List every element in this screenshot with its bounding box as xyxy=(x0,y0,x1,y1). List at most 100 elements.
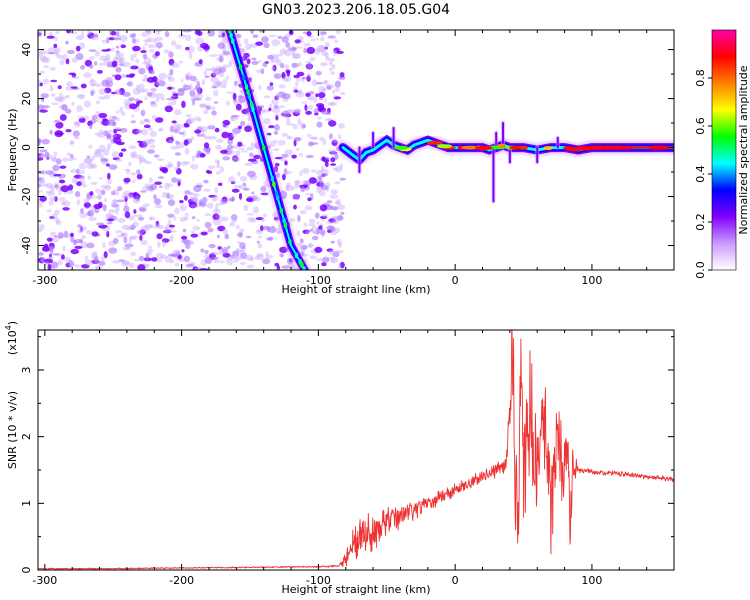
spectrogram-noise-blob xyxy=(59,179,66,184)
spectrogram-noise-blob xyxy=(58,190,62,196)
spectrogram-noise-blob xyxy=(291,49,295,56)
colorbar-tick-label: 0.6 xyxy=(694,117,707,135)
spectrogram-noise-blob xyxy=(173,123,182,131)
spectrogram-noise-blob xyxy=(231,188,240,193)
spectrogram-noise-blob xyxy=(60,185,70,193)
spectrogram-noise-blob xyxy=(228,176,235,183)
spectrogram-noise-blob xyxy=(331,139,338,146)
spectrogram-noise-blob xyxy=(249,43,258,48)
spectrogram-noise-blob xyxy=(171,177,178,183)
spectrogram-noise-blob xyxy=(77,94,86,100)
spectrogram-noise-blob xyxy=(293,137,301,142)
spectrogram-noise-blob xyxy=(41,246,50,252)
spectrogram-noise-blob xyxy=(335,86,340,93)
spectrogram-noise-blob xyxy=(39,183,49,187)
spectrogram-noise-blob xyxy=(294,180,301,183)
spectrogram-noise-blob xyxy=(132,151,137,158)
spectrogram-noise-blob xyxy=(51,213,58,220)
spectrogram-noise-blob xyxy=(259,30,264,33)
spectrogram-noise-blob xyxy=(321,156,326,162)
spectrogram-noise-blob xyxy=(308,218,316,223)
spectrogram-noise-blob xyxy=(281,265,291,269)
spectrogram-noise-blob xyxy=(281,132,289,137)
spectrogram-noise-blob xyxy=(179,216,186,222)
spectrogram-noise-blob xyxy=(100,158,109,162)
spectrogram-noise-blob xyxy=(54,196,58,202)
svg-text:(x104): (x104) xyxy=(4,321,19,355)
spectrogram-noise-blob xyxy=(184,190,191,195)
spectrogram-noise-blob xyxy=(114,54,121,61)
spectrogram-noise-blob xyxy=(315,70,322,76)
spectrogram-noise-blob xyxy=(328,67,333,72)
spectrogram-noise-blob xyxy=(323,80,329,84)
spectrogram-noise-blob xyxy=(57,259,63,266)
spectrogram-noise-blob xyxy=(129,235,139,239)
spectrogram-noise-blob xyxy=(181,249,185,253)
spectrogram-noise-blob xyxy=(291,62,299,68)
spectrogram-noise-region xyxy=(38,30,346,270)
spectrogram-noise-blob xyxy=(332,50,337,56)
spectrogram-noise-blob xyxy=(246,58,251,65)
spectrogram-noise-blob xyxy=(283,49,292,57)
spectrogram-noise-blob xyxy=(173,216,177,221)
spectrogram-noise-blob xyxy=(126,81,133,87)
spectrogram-noise-blob xyxy=(159,167,168,172)
spectrogram-noise-blob xyxy=(262,213,268,218)
spectrogram-noise-blob xyxy=(67,260,75,268)
colorbar-axis: 0.0 0.2 0.4 0.6 0.8 xyxy=(694,29,737,279)
spectrogram-noise-blob xyxy=(52,236,60,243)
spectrogram-noise-blob xyxy=(137,230,144,235)
spectrogram-noise-blob xyxy=(101,39,108,44)
spectrogram-noise-blob xyxy=(210,66,216,72)
spectrogram-noise-blob xyxy=(213,89,219,97)
spectrogram-noise-blob xyxy=(320,31,327,35)
spectrogram-noise-blob xyxy=(314,48,321,55)
spectrogram-noise-blob xyxy=(200,42,209,49)
spectrogram-noise-blob xyxy=(71,57,78,63)
spectrogram-noise-blob xyxy=(174,109,182,116)
spectrogram-noise-blob xyxy=(41,138,50,145)
spectrogram-noise-blob xyxy=(337,204,345,211)
spectrogram-noise-blob xyxy=(168,237,174,243)
spectrogram-noise-blob xyxy=(117,52,124,57)
spectrogram-noise-blob xyxy=(222,247,229,255)
snr-x-tick-label: -100 xyxy=(306,574,331,587)
spectrogram-noise-blob xyxy=(94,115,98,123)
spectrogram-noise-blob xyxy=(107,214,115,219)
spectrogram-noise-blob xyxy=(80,226,83,233)
spectrogram-noise-blob xyxy=(315,81,324,85)
spectrogram-noise-blob xyxy=(65,95,71,98)
spectrogram-noise-blob xyxy=(222,156,231,161)
spectrogram-noise-blob xyxy=(295,148,300,151)
spectrogram-noise-blob xyxy=(143,118,149,122)
spectrogram-noise-blob xyxy=(144,160,152,165)
spectrogram-noise-blob xyxy=(164,256,173,263)
spectrogram-noise-blob xyxy=(48,196,57,201)
spectrogram-noise-blob xyxy=(181,100,186,108)
spectrogram-noise-blob xyxy=(241,150,248,153)
spectrogram-noise-blob xyxy=(314,212,320,219)
spectrogram-noise-blob xyxy=(100,255,105,262)
spectrogram-noise-blob xyxy=(128,192,134,198)
spectrogram-noise-blob xyxy=(268,125,275,129)
spectrogram-noise-blob xyxy=(61,201,67,205)
spectrogram-noise-blob xyxy=(330,240,335,244)
spectrogram-noise-blob xyxy=(50,79,58,83)
spectrogram-noise-blob xyxy=(154,204,163,209)
spectrogram-noise-blob xyxy=(194,129,202,134)
spectrogram-noise-blob xyxy=(294,180,301,186)
spectrogram-noise-blob xyxy=(61,54,68,61)
spectrogram-noise-blob xyxy=(233,259,239,263)
spectrogram-noise-blob xyxy=(155,30,162,33)
spectrogram-noise-blob xyxy=(260,68,265,75)
spectrogram-noise-blob xyxy=(83,198,90,203)
spectrogram-noise-blob xyxy=(154,181,162,185)
spectrogram-noise-blob xyxy=(215,204,219,212)
spectrogram-noise-blob xyxy=(50,231,57,237)
spectrogram-noise-blob xyxy=(279,158,286,162)
spectrogram-noise-blob xyxy=(123,177,131,183)
spectrogram-noise-blob xyxy=(175,250,180,257)
spectrogram-noise-blob xyxy=(173,128,179,134)
spectrogram-noise-blob xyxy=(148,224,154,229)
spectrogram-noise-blob xyxy=(188,241,195,245)
